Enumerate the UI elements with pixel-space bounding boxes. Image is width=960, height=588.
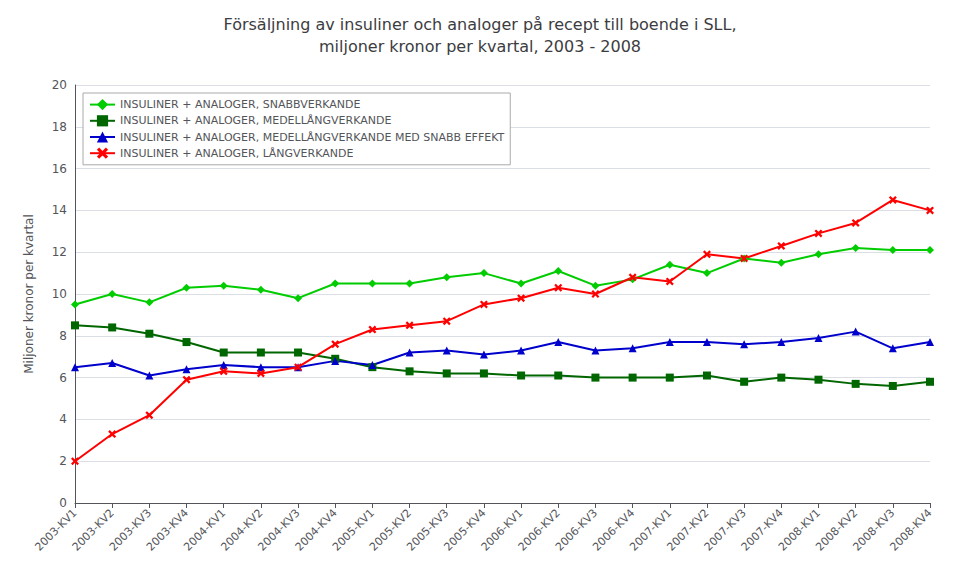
svg-text:2003-KV4: 2003-KV4 — [144, 506, 192, 554]
svg-text:INSULINER + ANALOGER, LÅNGVERK: INSULINER + ANALOGER, LÅNGVERKANDE — [120, 147, 353, 160]
svg-text:2003-KV3: 2003-KV3 — [106, 506, 154, 554]
svg-text:2003-KV1: 2003-KV1 — [32, 506, 80, 554]
svg-text:20: 20 — [52, 78, 67, 92]
svg-text:2008-KV4: 2008-KV4 — [887, 506, 934, 553]
svg-text:12: 12 — [52, 245, 67, 259]
svg-text:6: 6 — [59, 371, 67, 385]
svg-text:2004-KV1: 2004-KV1 — [181, 506, 229, 554]
svg-text:2004-KV4: 2004-KV4 — [292, 506, 340, 554]
svg-text:2008-KV3: 2008-KV3 — [850, 506, 898, 554]
svg-text:2006-KV4: 2006-KV4 — [590, 506, 638, 554]
svg-text:2005-KV4: 2005-KV4 — [441, 506, 489, 554]
svg-text:2007-KV1: 2007-KV1 — [627, 506, 675, 554]
svg-text:16: 16 — [52, 162, 67, 176]
svg-text:2004-KV3: 2004-KV3 — [255, 506, 303, 554]
svg-text:14: 14 — [52, 203, 67, 217]
svg-text:2007-KV2: 2007-KV2 — [664, 506, 712, 554]
svg-text:2005-KV1: 2005-KV1 — [329, 506, 377, 554]
svg-text:2005-KV2: 2005-KV2 — [367, 506, 415, 554]
svg-text:2003-KV2: 2003-KV2 — [69, 506, 117, 554]
svg-text:miljoner kronor per kvartal, 2: miljoner kronor per kvartal, 2003 - 2008 — [319, 37, 641, 56]
svg-text:2006-KV1: 2006-KV1 — [478, 506, 526, 554]
svg-text:2004-KV2: 2004-KV2 — [218, 506, 266, 554]
svg-text:2006-KV3: 2006-KV3 — [552, 506, 600, 554]
svg-text:INSULINER + ANALOGER, MEDELLÅN: INSULINER + ANALOGER, MEDELLÅNGVERKANDE — [120, 114, 391, 127]
svg-text:INSULINER + ANALOGER, MEDELLÅN: INSULINER + ANALOGER, MEDELLÅNGVERKANDE … — [120, 131, 505, 144]
svg-text:2007-KV3: 2007-KV3 — [701, 506, 749, 554]
svg-text:2006-KV2: 2006-KV2 — [515, 506, 563, 554]
svg-text:8: 8 — [59, 329, 67, 343]
svg-text:0: 0 — [59, 496, 67, 510]
svg-text:2008-KV2: 2008-KV2 — [813, 506, 861, 554]
svg-text:INSULINER + ANALOGER, SNABBVER: INSULINER + ANALOGER, SNABBVERKANDE — [120, 98, 361, 111]
svg-text:10: 10 — [52, 287, 67, 301]
svg-text:4: 4 — [59, 412, 67, 426]
svg-text:2008-KV1: 2008-KV1 — [776, 506, 824, 554]
svg-text:Miljoner kronor per kvartal: Miljoner kronor per kvartal — [22, 214, 36, 374]
svg-text:2007-KV4: 2007-KV4 — [738, 506, 786, 554]
svg-text:18: 18 — [52, 120, 67, 134]
svg-text:2: 2 — [59, 454, 67, 468]
svg-text:2005-KV3: 2005-KV3 — [404, 506, 452, 554]
svg-text:Försäljning av insuliner och a: Försäljning av insuliner och analoger på… — [223, 15, 736, 34]
